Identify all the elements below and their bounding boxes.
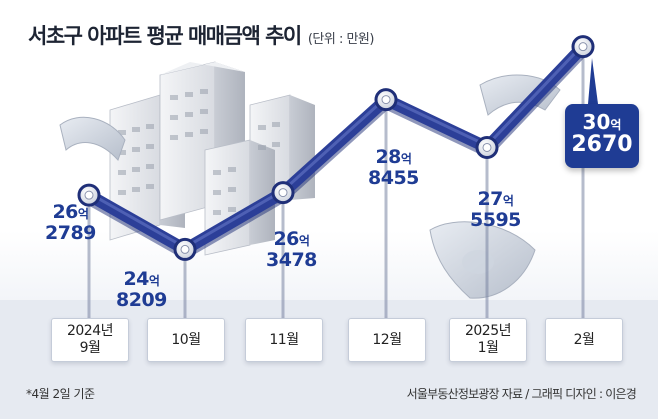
highlight-callout: 30억 2670: [565, 104, 639, 168]
value-label-eok-unit: 억: [148, 274, 160, 288]
series-line-group: [82, 40, 590, 259]
value-label-3: 28억 8455: [368, 148, 419, 188]
value-label-eok: 27: [477, 188, 503, 210]
source-credit: 서울부동산정보광장 자료 / 그래픽 디자인 : 이은경: [406, 387, 637, 401]
data-point-core-1: [180, 244, 190, 254]
value-label-man: 2789: [45, 222, 96, 244]
value-label-4: 27억 5595: [470, 190, 521, 230]
series-line-highlight: [88, 43, 585, 249]
value-label-eok: 26: [273, 228, 299, 250]
value-label-0: 26억 2789: [45, 203, 96, 243]
value-label-eok: 24: [123, 268, 149, 290]
callout-pointer: [588, 58, 598, 104]
callout-eok: 30: [582, 110, 611, 134]
value-label-eok: 28: [375, 146, 401, 168]
value-label-man: 8455: [368, 167, 419, 189]
data-point-core-5: [578, 42, 588, 52]
value-label-man: 3478: [266, 249, 317, 271]
value-label-man: 5595: [470, 209, 521, 231]
chart-title: 서초구 아파트 평균 매매금액 추이: [28, 24, 302, 48]
value-label-eok-unit: 억: [298, 234, 310, 248]
data-point-core-2: [278, 188, 288, 198]
x-tick-label-0: 2024년 9월: [51, 318, 129, 362]
x-tick-label-3: 12월: [348, 318, 426, 362]
value-label-eok-unit: 억: [502, 194, 514, 208]
x-tick-label-1: 10월: [147, 318, 225, 362]
footnote: *4월 2일 기준: [26, 387, 95, 401]
value-stems: [87, 54, 585, 318]
x-tick-label-2: 11월: [245, 318, 323, 362]
title-block: 서초구 아파트 평균 매매금액 추이 (단위 : 만원): [28, 20, 374, 50]
callout-man: 2670: [571, 132, 633, 157]
x-tick-label-4: 2025년 1월: [449, 318, 527, 362]
unit-label: (단위 : 만원): [307, 32, 375, 47]
value-label-eok: 26: [52, 201, 78, 223]
value-label-2: 26억 3478: [266, 230, 317, 270]
x-tick-label-5: 2월: [545, 318, 623, 362]
value-label-man: 8209: [116, 289, 167, 311]
apartment-buildings-illustration: [109, 61, 315, 256]
data-point-core-4: [482, 142, 492, 152]
data-point-core-3: [381, 95, 391, 105]
data-point-core-0: [84, 190, 94, 200]
callout-eok-unit: 억: [610, 118, 622, 132]
value-label-eok-unit: 억: [400, 152, 412, 166]
value-label-eok-unit: 억: [77, 207, 89, 221]
value-label-1: 24억 8209: [116, 270, 167, 310]
data-points-group: [77, 35, 595, 261]
